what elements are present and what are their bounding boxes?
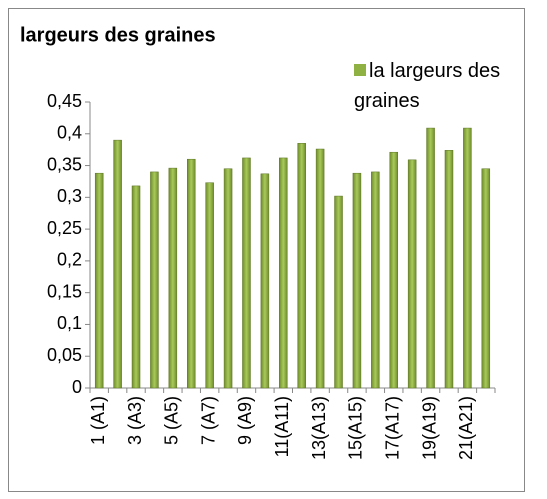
y-tick-label: 0: [72, 377, 82, 397]
x-tick-label: 5 (A5): [162, 396, 182, 445]
bar: [334, 195, 343, 389]
bar: [260, 173, 270, 389]
bar: [352, 172, 362, 389]
bar: [481, 168, 491, 389]
x-tick-label: 3 (A3): [125, 396, 145, 445]
bar: [407, 159, 417, 389]
legend: la largeurs des graines: [354, 56, 504, 116]
x-tick-label: 15(A15): [346, 396, 366, 460]
y-tick-label: 0,1: [57, 313, 82, 333]
x-tick-label: 13(A13): [309, 396, 329, 460]
bar: [168, 167, 178, 389]
bar: [297, 143, 306, 389]
bar: [444, 150, 454, 389]
bar: [131, 185, 141, 389]
y-tick-label: 0,2: [57, 250, 82, 270]
bar: [187, 158, 196, 389]
y-tick-label: 0,25: [47, 218, 82, 238]
legend-label: la largeurs des graines: [354, 60, 501, 112]
x-tick-label: 11(A11): [272, 396, 292, 457]
y-tick-label: 0,35: [47, 154, 82, 174]
bar: [94, 172, 104, 389]
bar: [371, 171, 380, 389]
x-tick-label: 19(A19): [419, 396, 439, 460]
y-tick-label: 0,15: [47, 281, 82, 301]
x-tick-label: 7 (A7): [198, 396, 218, 445]
bar: [113, 139, 122, 389]
chart-title: largeurs des graines: [20, 24, 216, 46]
x-tick-label: 9 (A9): [235, 396, 255, 445]
bar: [150, 171, 159, 389]
legend-swatch: [354, 64, 366, 76]
bar: [463, 127, 472, 389]
x-tick-label: 21(A21): [456, 396, 476, 460]
bar: [223, 168, 233, 389]
y-tick-label: 0,4: [57, 123, 82, 143]
bar: [242, 157, 251, 389]
y-tick-label: 0,45: [47, 91, 82, 111]
x-tick-label: 1 (A1): [88, 396, 108, 445]
bar: [315, 148, 325, 389]
y-tick-label: 0,05: [47, 345, 82, 365]
bar: [205, 182, 214, 389]
x-tick-label: 17(A17): [383, 396, 403, 460]
bar: [426, 127, 435, 389]
bar: [279, 157, 288, 389]
bar: [389, 151, 398, 389]
y-tick-label: 0,3: [57, 186, 82, 206]
